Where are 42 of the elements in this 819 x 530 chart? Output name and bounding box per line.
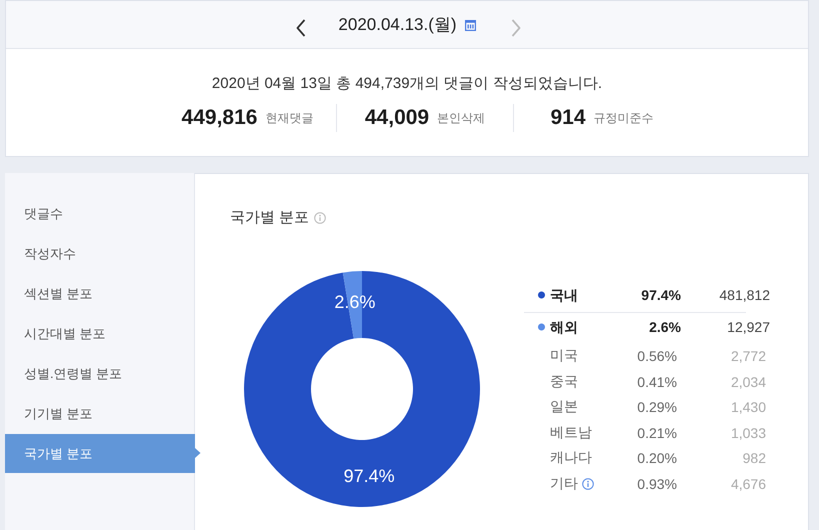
text: 섹션별 분포: [24, 284, 93, 302]
data-label: 0.41%: [637, 372, 677, 392]
text: 작성자수: [24, 244, 76, 262]
legend-label: 국내: [550, 287, 578, 303]
category-label: 중국: [550, 372, 578, 391]
text: 기기별 분포: [24, 404, 93, 422]
text: 449,816: [182, 106, 258, 129]
text: 성별.연령별 분포: [24, 364, 122, 382]
category-label: 규정미준수: [594, 110, 654, 126]
text: 1,430: [730, 399, 766, 416]
text: 97.4%: [641, 287, 681, 303]
text: 4,676: [730, 476, 766, 492]
data-label: 0.20%: [637, 449, 677, 468]
text: 914: [550, 106, 586, 129]
category-label: 일본: [550, 398, 578, 416]
legend-label: 해외: [550, 319, 578, 335]
text: 481,812: [719, 287, 770, 303]
data-label: 0.21%: [637, 424, 677, 443]
category-label: 미국: [550, 347, 578, 365]
data-label: 0.56%: [637, 347, 677, 366]
text: 2,034: [730, 374, 766, 390]
chart-title: 국가별 분포: [230, 208, 310, 227]
text: 2020년 04월 13일 총 494,739개의 댓글이 작성되었습니다.: [210, 74, 604, 94]
text: 국가별 분포: [24, 444, 93, 462]
category-label: 베트남: [550, 424, 592, 442]
text: 982: [742, 450, 766, 466]
data-label: 0.93%: [637, 475, 677, 494]
text: 댓글수: [24, 204, 63, 222]
text: 2.6%: [649, 319, 681, 335]
text: 시간대별 분포: [24, 324, 106, 342]
category-label: 현재댓글: [265, 110, 314, 126]
category-label: 기타: [550, 475, 578, 493]
text: 1,033: [730, 424, 766, 441]
data-label: 0.29%: [637, 398, 677, 418]
text: 2020.04.13.(월): [338, 14, 457, 36]
text: 44,009: [364, 106, 430, 129]
category-label: 본인삭제: [437, 110, 486, 126]
data-label: 2.6%: [334, 292, 376, 312]
text: 2,772: [730, 348, 766, 364]
data-label: 97.4%: [344, 466, 395, 486]
category-label: 캐나다: [550, 449, 592, 468]
text: 12,927: [727, 319, 770, 335]
